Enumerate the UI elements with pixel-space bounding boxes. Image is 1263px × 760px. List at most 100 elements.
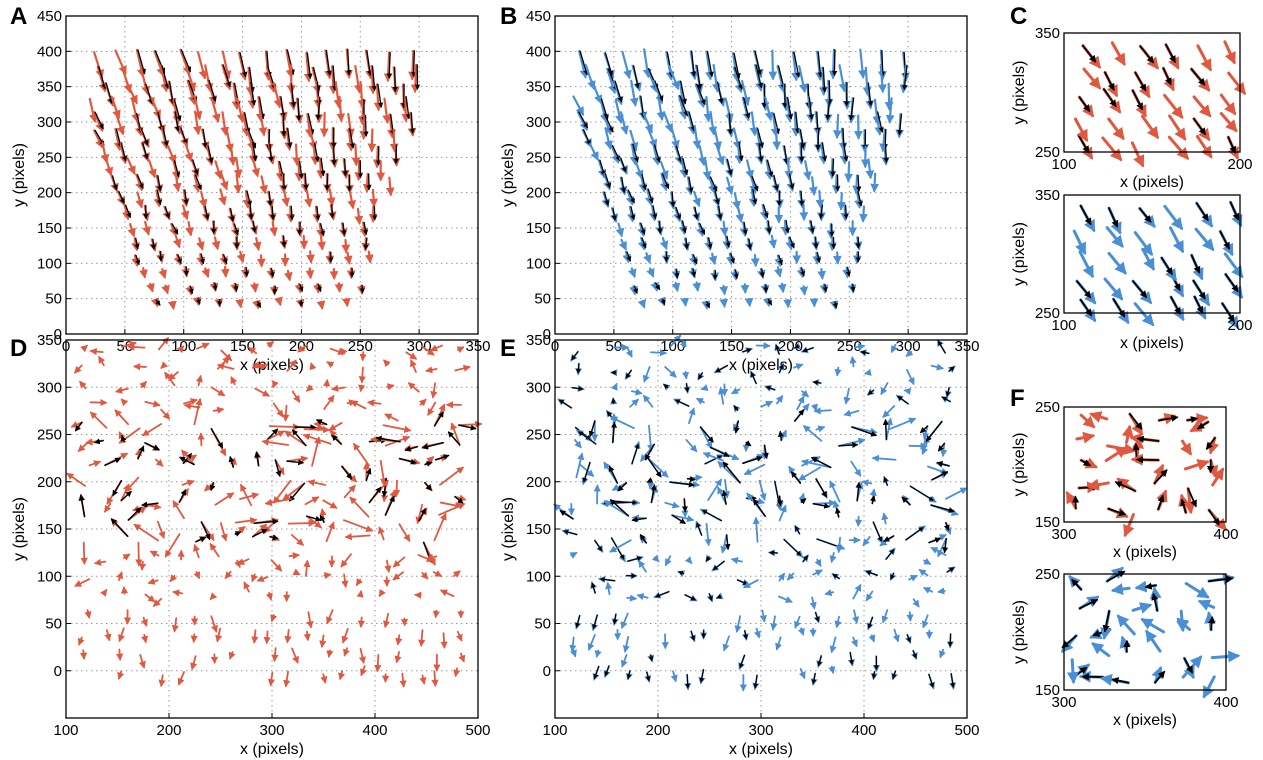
vector-arrow (632, 143, 640, 163)
vector-arrow (603, 191, 610, 206)
vector-arrow (120, 490, 132, 502)
vector-arrow (270, 559, 283, 572)
vector-arrow (794, 344, 800, 349)
vector-arrow (597, 159, 607, 179)
vector-arrow (906, 634, 911, 643)
vector-arrow (168, 80, 175, 105)
vector-arrow (356, 589, 364, 598)
y-tick-label: 100 (37, 568, 62, 585)
vector-arrow (776, 65, 787, 93)
vector-arrow (743, 97, 751, 119)
vector-arrow (1157, 494, 1165, 511)
y-tick-label: 150 (526, 521, 551, 538)
vector-arrow (813, 380, 822, 385)
vector-arrow (1227, 71, 1246, 96)
vector-arrow (691, 50, 697, 77)
x-tick-label: 250 (837, 338, 862, 355)
vector-arrow (830, 158, 836, 177)
vector-arrow (183, 398, 198, 406)
vector-arrow (1158, 414, 1179, 422)
vector-arrow (599, 577, 616, 582)
vector-arrow (190, 633, 198, 643)
vector-arrow (928, 673, 935, 688)
vector-arrow (604, 127, 613, 150)
vector-arrow (575, 452, 585, 479)
vector-arrow (378, 526, 385, 541)
vector-arrow (681, 220, 687, 234)
x-tick-label: 300 (896, 338, 921, 355)
vector-arrow (903, 387, 912, 395)
y-tick-label: 200 (37, 474, 62, 491)
vector-arrow (574, 439, 582, 449)
vector-arrow (183, 189, 189, 205)
vector-arrow (169, 574, 178, 583)
vector-arrow (134, 112, 144, 137)
y-tick-label: 200 (526, 185, 551, 202)
vector-arrow (315, 96, 321, 121)
vector-arrow (180, 49, 192, 73)
vector-arrow (753, 627, 761, 639)
vector-arrow (720, 534, 728, 554)
vector-arrow (389, 128, 399, 153)
vector-arrow (859, 205, 868, 223)
vector-arrow (817, 268, 826, 280)
panel-letter-e: E (500, 335, 516, 362)
vector-arrow (902, 64, 908, 91)
vector-arrow (647, 424, 655, 453)
vector-arrow (125, 204, 132, 219)
vector-arrow (340, 553, 352, 568)
vector-arrow (776, 190, 783, 207)
vector-arrow (758, 479, 767, 501)
vector-arrow (292, 143, 302, 167)
vector-arrow (272, 380, 279, 389)
vector-arrow (642, 366, 651, 383)
vector-arrow (797, 627, 805, 636)
vector-arrow (392, 571, 404, 581)
vector-arrow (320, 158, 326, 177)
vector-arrow (1168, 226, 1185, 254)
vector-arrow (776, 495, 783, 507)
vector-arrow (118, 190, 125, 204)
vector-arrow (747, 238, 753, 250)
vector-arrow (1130, 141, 1145, 168)
vector-arrow (906, 369, 915, 386)
vector-arrow (937, 442, 946, 452)
vector-arrow (161, 64, 170, 90)
vector-arrow (708, 593, 713, 602)
vector-arrow (273, 479, 292, 504)
x-tick-label: 400 (362, 722, 387, 739)
vector-arrow (1153, 469, 1168, 485)
y-tick-label: 450 (37, 8, 62, 25)
vector-arrow (660, 298, 666, 306)
vector-arrow (164, 533, 181, 558)
vector-arrow (923, 557, 932, 565)
vector-arrow (695, 397, 705, 405)
vector-arrow (774, 266, 783, 278)
vector-arrow (385, 176, 395, 197)
vector-arrow (292, 568, 301, 576)
vector-arrow (721, 489, 728, 505)
vector-arrow (193, 571, 201, 580)
vector-arrow (228, 455, 235, 468)
vector-arrow (802, 555, 809, 563)
vector-arrow (1229, 201, 1240, 221)
vector-arrow (832, 251, 842, 265)
vector-arrow (363, 114, 369, 137)
vector-arrow (696, 83, 706, 106)
vector-arrow (629, 129, 639, 152)
vector-arrow (329, 204, 335, 219)
vector-arrow (290, 83, 296, 108)
vector-arrow (133, 523, 160, 542)
vector-arrow (801, 458, 832, 469)
vector-arrow (652, 205, 658, 220)
vector-arrow (770, 615, 778, 631)
vector-arrow (288, 482, 306, 502)
vector-arrow (168, 371, 179, 381)
vector-arrow (831, 173, 841, 195)
vector-arrow (719, 220, 729, 237)
vector-arrow (1101, 136, 1123, 162)
vector-arrow (588, 420, 596, 438)
vector-arrow (767, 298, 773, 306)
vector-arrow (699, 669, 705, 683)
vector-arrow (753, 498, 766, 517)
